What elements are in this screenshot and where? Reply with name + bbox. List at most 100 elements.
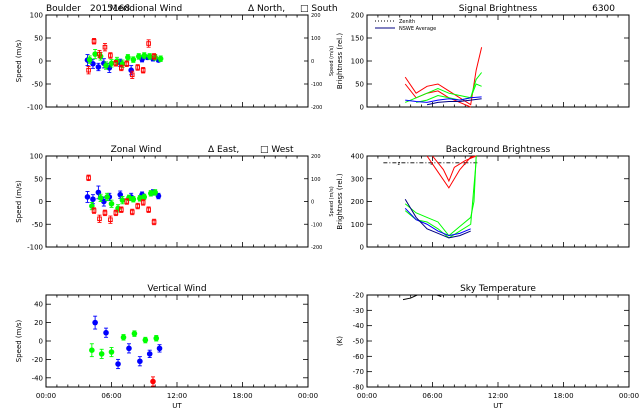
vertical-series xyxy=(150,376,156,387)
background-ytick-label: 200 xyxy=(351,198,364,206)
meridional-point xyxy=(146,53,153,60)
background-ytick-label: 0 xyxy=(360,244,364,252)
meridional-point xyxy=(86,67,91,73)
meridional-chart: Meridional Wind Δ North, □ South -100 -50 0 50… xyxy=(15,4,338,112)
signal-ytick-label: 100 xyxy=(351,58,364,66)
zonal-ytick-label: 100 xyxy=(30,153,43,161)
meridional-point xyxy=(151,54,157,59)
vertical-frame xyxy=(45,294,309,388)
sky-ytick-label: -60 xyxy=(353,353,364,361)
background-series xyxy=(404,155,477,237)
vertical-point xyxy=(142,337,149,343)
meridional-point xyxy=(119,65,124,71)
sky-ytick-label: -40 xyxy=(353,322,364,330)
zonal-point xyxy=(91,208,97,213)
sky-title: Sky Temperature xyxy=(460,284,536,294)
vertical-xlabel: UT xyxy=(172,402,182,410)
zonal-ytick-label: -50 xyxy=(32,221,43,229)
vertical-point xyxy=(146,351,153,357)
vertical-point xyxy=(115,361,121,367)
signal-series-line xyxy=(405,96,482,103)
meridional-right-ytick-label: -100 xyxy=(311,82,322,88)
zonal-series xyxy=(89,189,158,213)
zonal-ylabel: Speed (m/s) xyxy=(15,180,23,223)
vertical-point xyxy=(150,378,156,385)
zonal-legend-text: Δ East, xyxy=(208,145,239,155)
vertical-point xyxy=(98,351,105,357)
meridional-right-ylabel: Speed (m/s) xyxy=(329,46,335,76)
zonal-point xyxy=(97,195,104,201)
meridional-point xyxy=(130,56,137,63)
meridional-ylabel: Speed (m/s) xyxy=(15,40,23,83)
meridional-point xyxy=(90,60,96,67)
meridional-point xyxy=(146,41,151,46)
meridional-point xyxy=(135,65,140,70)
vertical-title: Vertical Wind xyxy=(147,284,206,294)
background-ylabel: Brightness (rel.) xyxy=(336,173,344,229)
signal-legend-label: Zenith xyxy=(399,19,415,25)
sky-ytick-label: -50 xyxy=(353,338,364,346)
zonal-point xyxy=(113,210,119,216)
sky-xtick-label: 00:00 xyxy=(357,392,377,400)
background-inline-label: z xyxy=(398,161,401,167)
sky-ytick-label: -70 xyxy=(353,368,364,376)
vertical-ylabel: Speed (m/s) xyxy=(15,320,23,363)
zonal-point xyxy=(108,200,115,207)
zonal-point xyxy=(135,203,140,209)
zonal-point xyxy=(146,207,151,212)
sky-series-line xyxy=(402,294,418,301)
vertical-xtick-label: 18:00 xyxy=(232,392,252,400)
background-series-line xyxy=(426,155,477,189)
background-series-line xyxy=(432,155,477,183)
vertical-ytick-label: 40 xyxy=(34,301,43,309)
meridional-point xyxy=(108,60,115,67)
vertical-ytick-label: -40 xyxy=(32,374,43,382)
meridional-right-ytick-label: 200 xyxy=(311,13,321,19)
zonal-point xyxy=(140,200,146,205)
zonal-point xyxy=(101,198,107,205)
zonal-title: Zonal Wind xyxy=(111,145,162,155)
signal-chart: Signal Brightness 6300 0 50 100 150 200 Brightn… xyxy=(336,4,630,112)
background-series xyxy=(404,198,471,239)
vertical-point xyxy=(92,319,98,326)
plots: Meridional Wind Δ North, □ South -100 -50 0 50… xyxy=(15,4,639,410)
meridional-point xyxy=(102,44,108,50)
background-ytick-label: 300 xyxy=(351,175,364,183)
zonal-right-ytick-label: 100 xyxy=(311,177,321,183)
zonal-point xyxy=(141,194,148,200)
meridional-series xyxy=(86,38,157,79)
meridional-point xyxy=(141,52,148,59)
meridional-point xyxy=(97,53,104,60)
signal-series-line xyxy=(426,98,482,106)
signal-legend-label: NSWE Average xyxy=(399,26,436,32)
vertical-series xyxy=(89,330,160,359)
meridional-point xyxy=(108,53,113,58)
zonal-point xyxy=(129,209,135,215)
meridional-point xyxy=(86,56,93,63)
meridional-legend-text: Δ North, xyxy=(248,4,285,14)
sky-ytick-label: -80 xyxy=(353,384,364,392)
background-title: Background Brightness xyxy=(446,145,551,155)
meridional-point xyxy=(124,61,130,67)
signal-series xyxy=(404,47,483,106)
signal-ytick-label: 0 xyxy=(360,104,364,112)
sky-chart: Sky Temperature 00:00 06:00 12:00 18:00 00:00… xyxy=(336,284,639,410)
background-series-line xyxy=(404,198,471,239)
vertical-ytick-label: 20 xyxy=(34,319,43,327)
signal-title: Signal Brightness xyxy=(459,4,538,14)
signal-series xyxy=(426,98,482,106)
zonal-point xyxy=(84,194,91,200)
zonal-point xyxy=(102,210,108,216)
signal-title-extra: 6300 xyxy=(592,4,615,14)
zonal-point xyxy=(119,207,124,212)
meridional-legend-text: □ South xyxy=(300,4,338,14)
vertical-point xyxy=(108,349,115,355)
meridional-ytick-label: 50 xyxy=(34,35,43,43)
sky-xtick-label: 00:00 xyxy=(619,392,639,400)
background-ytick-label: 400 xyxy=(351,153,364,161)
signal-series xyxy=(405,72,483,103)
vertical-point xyxy=(156,345,163,352)
meridional-point xyxy=(97,51,102,57)
sky-frame xyxy=(366,294,630,388)
zonal-right-ytick-label: -200 xyxy=(311,245,322,251)
